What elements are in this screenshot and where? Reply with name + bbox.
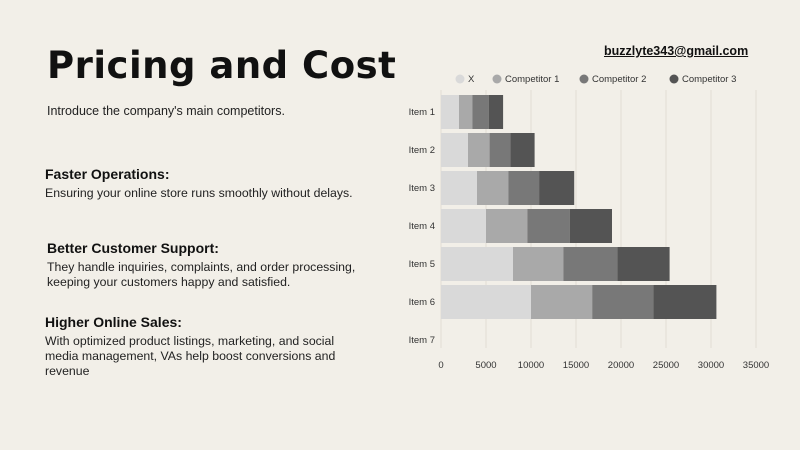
bar-segment xyxy=(468,133,490,167)
bar-segment xyxy=(531,285,593,319)
intro-text: Introduce the company's main competitors… xyxy=(47,104,285,118)
bar-segment xyxy=(513,247,564,281)
y-category-label: Item 1 xyxy=(409,107,435,118)
bar-segment xyxy=(441,209,486,243)
section-body: Ensuring your online store runs smoothly… xyxy=(45,186,353,200)
bar-segment xyxy=(441,171,477,205)
section-body: They handle inquiries, complaints, and o… xyxy=(47,260,356,289)
x-tick-label: 0 xyxy=(438,360,443,371)
y-category-label: Item 5 xyxy=(409,259,435,270)
legend-marker xyxy=(579,74,589,84)
section-faster-operations: Faster Operations: Ensuring your online … xyxy=(45,166,365,201)
y-category-label: Item 7 xyxy=(409,335,435,346)
legend-marker xyxy=(669,74,679,84)
x-tick-label: 5000 xyxy=(475,360,496,371)
bar-segment xyxy=(459,95,473,129)
bar-segment xyxy=(441,247,513,281)
bar-segment xyxy=(527,209,570,243)
bar-segment xyxy=(653,285,717,319)
bar-segment xyxy=(563,247,618,281)
legend-marker xyxy=(492,74,502,84)
x-tick-label: 10000 xyxy=(518,360,544,371)
bar-segment xyxy=(569,209,612,243)
bar-segment xyxy=(510,133,535,167)
bar-segment xyxy=(592,285,654,319)
x-tick-label: 15000 xyxy=(563,360,589,371)
bar-segment xyxy=(539,171,575,205)
bar-segment xyxy=(488,95,504,129)
x-tick-label: 25000 xyxy=(653,360,679,371)
y-category-label: Item 4 xyxy=(409,221,435,232)
x-tick-label: 20000 xyxy=(608,360,634,371)
bar-segment xyxy=(486,209,528,243)
email-link[interactable]: buzzlyte343@gmail.com xyxy=(604,44,749,58)
x-tick-label: 30000 xyxy=(698,360,724,371)
bar-segment xyxy=(472,95,489,129)
section-customer-support: Better Customer Support: They handle inq… xyxy=(47,240,367,290)
y-category-label: Item 2 xyxy=(409,145,435,156)
legend-label: Competitor 2 xyxy=(592,74,646,85)
section-heading: Better Customer Support: xyxy=(47,240,219,256)
x-tick-label: 35000 xyxy=(743,360,769,371)
competitor-bar-chart: 0 5000 10000 15000 20000 25000 30000 35000 Item … xyxy=(409,74,770,371)
bar-segment xyxy=(617,247,670,281)
bar-segment xyxy=(441,133,468,167)
section-online-sales: Higher Online Sales: With optimized prod… xyxy=(45,314,365,379)
legend-label: X xyxy=(468,74,475,85)
section-heading: Faster Operations: xyxy=(45,166,170,182)
bar-segment xyxy=(489,133,511,167)
y-category-label: Item 3 xyxy=(409,183,435,194)
bar-segment xyxy=(508,171,540,205)
section-heading: Higher Online Sales: xyxy=(45,314,182,330)
legend-label: Competitor 3 xyxy=(682,74,736,85)
bar-segment xyxy=(441,95,459,129)
legend-marker xyxy=(455,74,465,84)
page-title: Pricing and Cost xyxy=(47,44,397,87)
bar-segment xyxy=(441,285,531,319)
bar-segment xyxy=(477,171,509,205)
section-body: With optimized product listings, marketi… xyxy=(45,334,336,378)
y-category-label: Item 6 xyxy=(409,297,435,308)
legend-label: Competitor 1 xyxy=(505,74,559,85)
